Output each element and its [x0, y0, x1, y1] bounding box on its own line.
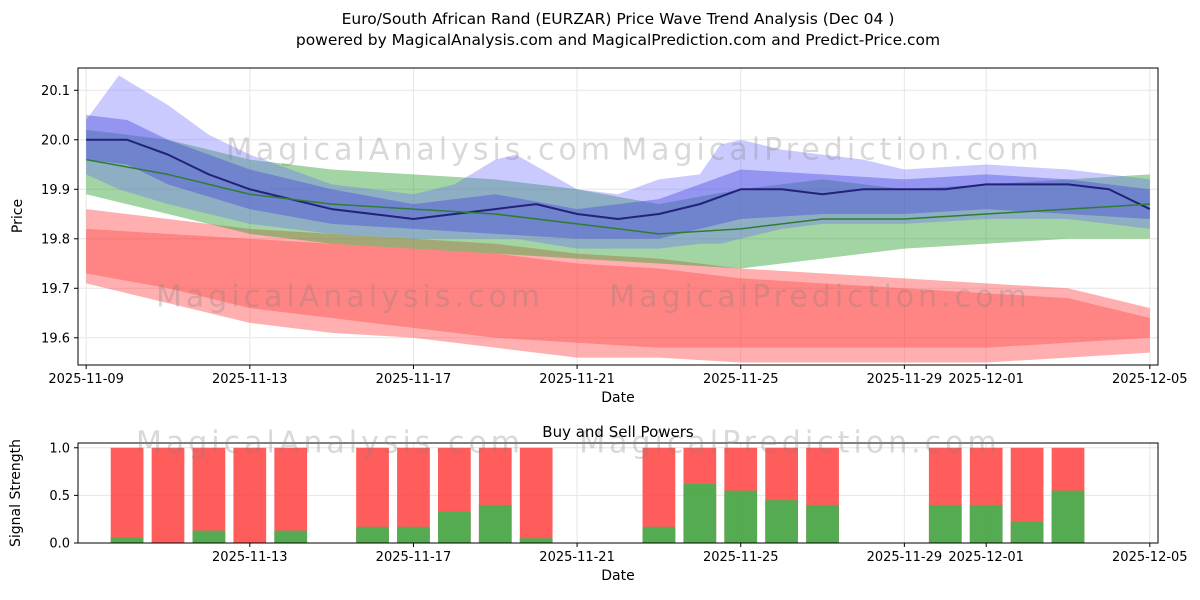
trend-band-inner	[86, 115, 1150, 239]
buy-bar	[724, 490, 758, 543]
sell-bar	[233, 447, 267, 543]
buy-bar	[519, 538, 553, 543]
x-tick-label: 2025-12-05	[1112, 372, 1188, 387]
signal-strength-axis-label: Signal Strength	[8, 438, 24, 548]
x-tick-label: 2025-11-25	[703, 550, 779, 565]
y-tick-label: 19.7	[41, 282, 70, 297]
y-tick-label: 0.0	[49, 537, 70, 552]
sell-bar	[151, 447, 185, 543]
y-tick-label: 19.9	[41, 183, 70, 198]
buy-bar	[642, 526, 676, 543]
plot-border	[77, 442, 1159, 544]
x-tick-label: 2025-11-29	[867, 372, 943, 387]
buy-bar	[397, 526, 430, 543]
buy-bar	[110, 537, 144, 543]
buy-bar	[928, 504, 962, 543]
sell-bar	[110, 447, 144, 543]
y-tick-label: 20.1	[41, 84, 70, 99]
date-axis-label-main: Date	[601, 390, 635, 406]
buy-bar	[683, 483, 717, 543]
buy-bar	[478, 504, 512, 543]
page-title: Euro/South African Rand (EURZAR) Price W…	[341, 10, 895, 28]
buy-bar	[969, 504, 1003, 543]
x-tick-label: 2025-12-01	[948, 550, 1024, 565]
bar-chart-title: Buy and Sell Powers	[542, 423, 694, 441]
buy-bar	[765, 500, 798, 543]
sell-band-outer	[86, 209, 1150, 363]
buy-bar	[274, 530, 308, 543]
price-axis-label: Price	[10, 198, 26, 234]
sell-bar	[192, 447, 226, 543]
buy-bar	[438, 511, 471, 543]
sell-bar	[274, 447, 308, 543]
x-tick-label: 2025-11-13	[212, 550, 288, 565]
y-tick-label: 19.8	[41, 232, 70, 247]
y-tick-label: 0.5	[49, 489, 70, 504]
buy-bar	[806, 504, 839, 543]
buy-bar	[356, 526, 389, 543]
sell-bar	[519, 447, 553, 543]
buy-bar	[192, 530, 226, 543]
buy-bar	[1051, 490, 1085, 543]
y-tick-label: 20.0	[41, 133, 70, 148]
plot-border	[77, 67, 1159, 366]
buy-bar	[1010, 522, 1044, 543]
page-subtitle: powered by MagicalAnalysis.com and Magic…	[295, 31, 941, 49]
x-tick-label: 2025-12-05	[1112, 550, 1188, 565]
price-line	[86, 138, 1151, 220]
trend-line-green	[86, 158, 1150, 235]
x-tick-label: 2025-12-01	[948, 372, 1024, 387]
date-axis-label-bar: Date	[601, 568, 635, 584]
x-tick-label: 2025-11-29	[867, 550, 943, 565]
x-tick-label: 2025-11-25	[703, 372, 779, 387]
x-tick-label: 2025-11-17	[376, 550, 452, 565]
x-tick-label: 2025-11-17	[376, 372, 452, 387]
x-tick-label: 2025-11-21	[539, 372, 615, 387]
x-tick-label: 2025-11-13	[212, 372, 288, 387]
sell-band-inner	[86, 228, 1150, 348]
y-tick-label: 19.6	[41, 331, 70, 346]
x-tick-label: 2025-11-09	[48, 372, 124, 387]
buy-band	[86, 129, 1150, 269]
y-tick-label: 1.0	[49, 441, 70, 456]
x-tick-label: 2025-11-21	[539, 550, 615, 565]
